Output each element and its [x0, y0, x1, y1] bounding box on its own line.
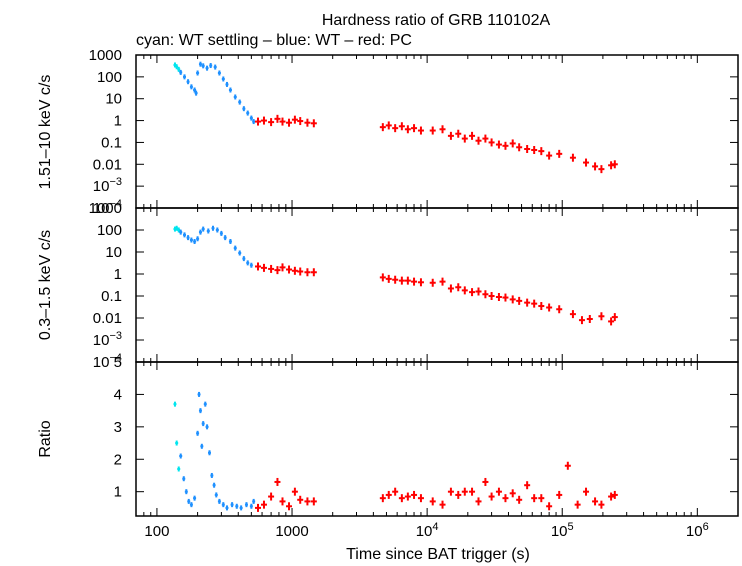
x-tick-label: 1000	[275, 523, 308, 540]
y-tick-label-soft: 10	[105, 244, 122, 261]
series-hard-wt	[179, 61, 256, 125]
chart-panels: 10001001010.10.0110−310−410001001010.10.…	[89, 47, 739, 540]
panel-frame-hard	[135, 54, 739, 209]
y-tick-label-hard: 0.01	[93, 156, 122, 173]
y-tick-label-hard: 10	[105, 91, 122, 108]
x-tick-label: 106	[686, 521, 709, 540]
x-tick-label: 100	[144, 523, 169, 540]
y-axis-label-hard: 1.51–10 keV c/s	[37, 75, 54, 190]
y-tick-label-ratio: 3	[114, 419, 122, 436]
y-tick-label-hard: 10−3	[93, 176, 122, 195]
y-tick-label-soft: 0.1	[101, 288, 122, 305]
panel-frame-soft	[135, 207, 739, 363]
series-ratio-wt-settling	[173, 401, 181, 472]
x-tick-label: 104	[416, 521, 439, 540]
y-axis-label-soft: 0.3–1.5 keV c/s	[37, 230, 54, 340]
series-ratio-pc	[255, 461, 618, 512]
panel-frame-ratio	[135, 361, 739, 517]
panel-ratio: 1 2 3 4 5	[114, 354, 739, 517]
series-soft-pc	[255, 262, 618, 326]
y-tick-label-soft: 100	[97, 222, 122, 239]
chart-title: Hardness ratio of GRB 110102A	[322, 12, 551, 29]
series-hard-wt-settling	[173, 62, 181, 72]
y-tick-label-soft: 10−3	[93, 330, 122, 349]
chart-subtitle: cyan: WT settling – blue: WT – red: PC	[136, 32, 412, 49]
series-hard-pc	[255, 114, 618, 174]
y-tick-label-hard: 0.1	[101, 134, 122, 151]
series-soft-wt	[179, 225, 253, 268]
x-tick-label: 105	[551, 521, 574, 540]
y-tick-label-ratio: 5	[114, 354, 122, 371]
y-tick-label-soft: 1	[114, 266, 122, 283]
y-tick-label-soft: 1000	[89, 200, 122, 217]
y-tick-label-soft: 0.01	[93, 310, 122, 327]
y-tick-label-hard: 100	[97, 69, 122, 86]
series-soft-wt-settling	[173, 225, 181, 233]
x-axis-label: Time since BAT trigger (s)	[346, 546, 530, 563]
y-axis-label-ratio: Ratio	[37, 420, 54, 457]
y-tick-label-hard: 1	[114, 113, 122, 130]
y-tick-label-hard: 1000	[89, 47, 122, 64]
series-ratio-wt	[179, 391, 256, 511]
y-tick-label-ratio: 1	[114, 484, 122, 501]
y-tick-label-ratio: 4	[114, 386, 122, 403]
y-tick-label-ratio: 2	[114, 451, 122, 468]
